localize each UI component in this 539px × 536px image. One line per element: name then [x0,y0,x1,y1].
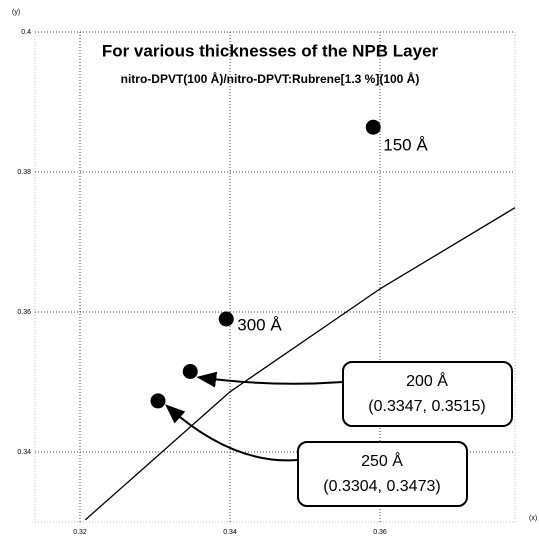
callout-label: 200 Å [406,371,448,390]
chart-subtitle: nitro-DPVT(100 Å)/nitro-DPVT:Rubrene[1.3… [121,71,420,86]
x-tick-label: 0.32 [73,529,87,536]
callout-coords: (0.3304, 0.3473) [323,478,440,495]
point-label: 300 Å [237,315,282,334]
x-tick-label: 0.36 [373,529,387,536]
chart-title: For various thicknesses of the NPB Layer [102,41,439,60]
callout-coords: (0.3347, 0.3515) [368,398,485,415]
point [218,311,234,327]
point [182,364,198,379]
point [150,393,166,409]
callout-arrow [196,371,344,388]
locus-curve [84,207,516,521]
callout-arrow [165,404,299,462]
x-tick-label: 0.34 [223,529,237,536]
callout-box [297,441,468,507]
y-tick-label: 0.36 [17,309,31,316]
y-tick-label: 0.34 [17,449,31,456]
callout-label: 250 Å [361,451,403,470]
point [365,119,381,135]
y-tick-label: 0.4 [21,29,31,36]
x-axis-label: (x) [529,515,537,522]
point-label: 150 Å [383,136,428,155]
y-axis-label: (y) [12,9,20,16]
y-tick-label: 0.38 [17,169,31,176]
callout-box [342,361,513,427]
